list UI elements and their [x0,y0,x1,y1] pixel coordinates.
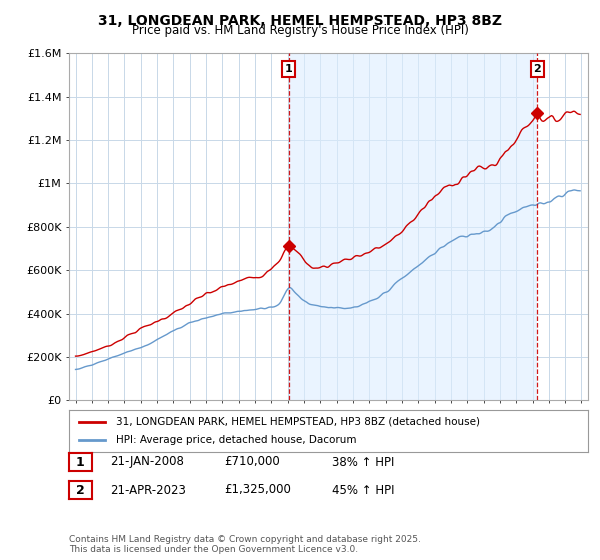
Text: Price paid vs. HM Land Registry's House Price Index (HPI): Price paid vs. HM Land Registry's House … [131,24,469,37]
Text: 38% ↑ HPI: 38% ↑ HPI [332,455,394,469]
Text: 31, LONGDEAN PARK, HEMEL HEMPSTEAD, HP3 8BZ (detached house): 31, LONGDEAN PARK, HEMEL HEMPSTEAD, HP3 … [116,417,480,427]
Text: 21-APR-2023: 21-APR-2023 [110,483,185,497]
Text: 45% ↑ HPI: 45% ↑ HPI [332,483,394,497]
Text: 2: 2 [76,483,85,497]
Bar [289,53,538,400]
Text: HPI: Average price, detached house, Dacorum: HPI: Average price, detached house, Daco… [116,435,356,445]
Text: 31, LONGDEAN PARK, HEMEL HEMPSTEAD, HP3 8BZ: 31, LONGDEAN PARK, HEMEL HEMPSTEAD, HP3 … [98,14,502,28]
Text: 1: 1 [285,64,293,74]
Text: £710,000: £710,000 [224,455,280,469]
Text: 21-JAN-2008: 21-JAN-2008 [110,455,184,469]
Text: 1: 1 [76,455,85,469]
Text: 2: 2 [533,64,541,74]
Text: Contains HM Land Registry data © Crown copyright and database right 2025.
This d: Contains HM Land Registry data © Crown c… [69,535,421,554]
Text: £1,325,000: £1,325,000 [224,483,290,497]
